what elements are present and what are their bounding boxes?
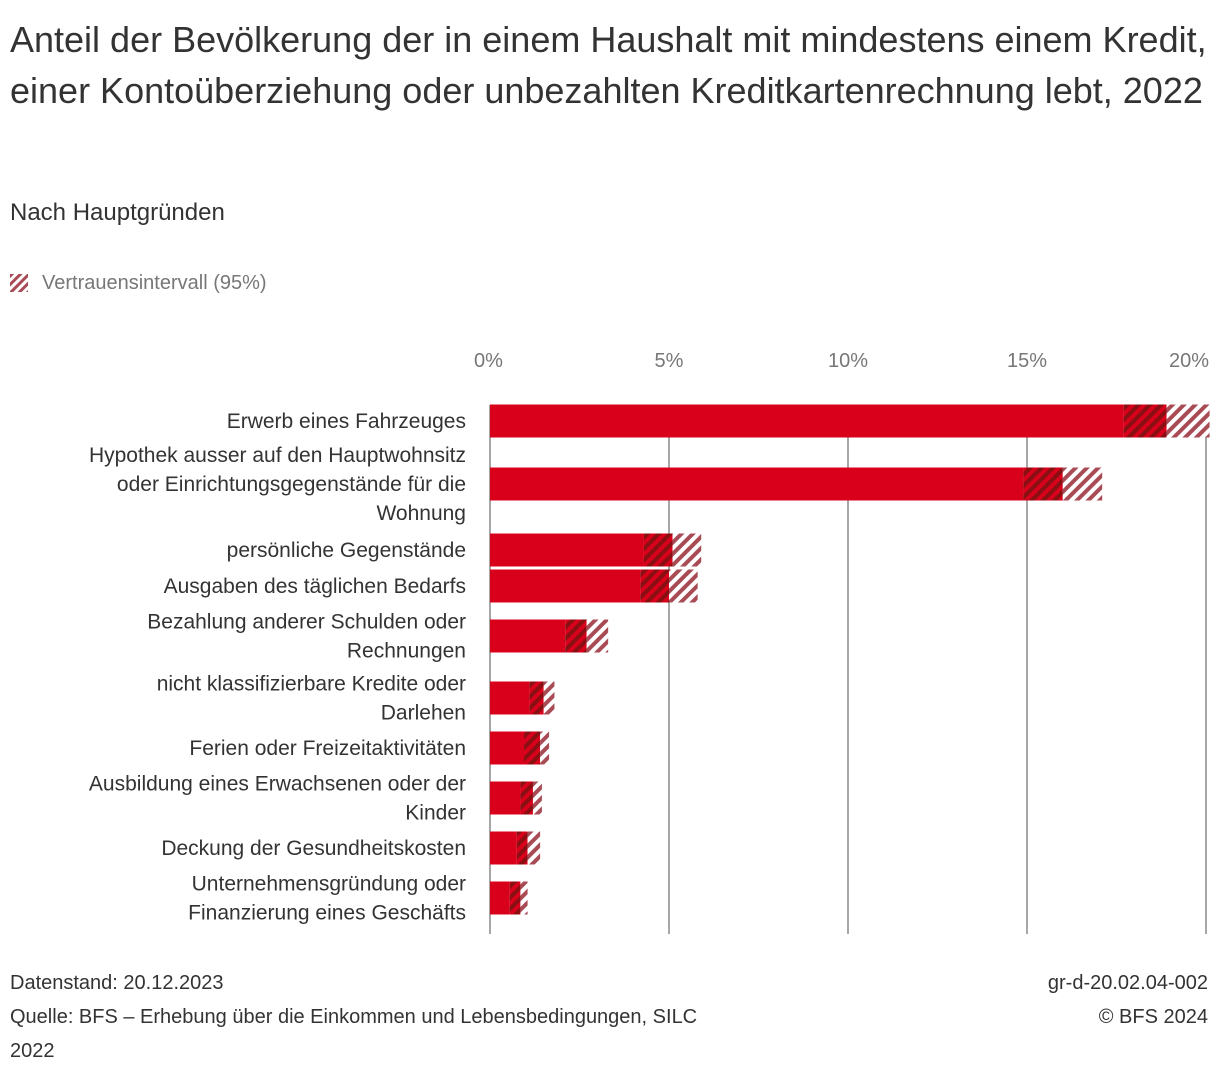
category-label: Unternehmensgründung oder [192, 873, 466, 896]
copyright: © BFS 2024 [1098, 1006, 1208, 1028]
confidence-interval-swatch-icon [10, 274, 28, 292]
ci-upper-segment [543, 681, 555, 715]
category-label: Kinder [405, 802, 466, 825]
category-label: Finanzierung eines Geschäfts [188, 902, 466, 925]
bar [490, 781, 521, 815]
ci-upper-segment [586, 619, 609, 653]
legend-label: Vertrauensintervall (95%) [42, 271, 267, 294]
bar [490, 467, 1024, 501]
footer-meta: gr-d-20.02.04-002 © BFS 2024 [1048, 966, 1208, 1034]
legend: Vertrauensintervall (95%) [10, 268, 267, 298]
ci-lower-segment [643, 533, 673, 567]
ci-upper-segment [540, 731, 550, 765]
ci-upper-segment [672, 533, 702, 567]
category-label: Erwerb eines Fahrzeuges [227, 410, 466, 433]
category-label: oder Einrichtungsgegenstände für die [117, 473, 466, 496]
ci-lower-segment [529, 681, 544, 715]
x-tick-label: 20% [1169, 350, 1209, 372]
ci-upper-segment [1166, 404, 1210, 438]
x-tick-label: 10% [828, 350, 868, 372]
category-label: nicht klassifizierbare Kredite oder [157, 673, 466, 696]
ci-lower-segment [509, 881, 521, 915]
category-labels: Erwerb eines Fahrzeuges Hypothek ausser a… [89, 410, 466, 925]
category-label: Wohnung [376, 502, 466, 525]
ci-lower-segment [520, 781, 533, 815]
x-axis-ticks: 0% 5% 10% 15% 20% [474, 350, 1209, 372]
ci-lower-segment [640, 569, 669, 603]
ci-lower-segment [1123, 404, 1167, 438]
ci-upper-segment [1062, 467, 1103, 501]
bar [490, 619, 566, 653]
category-label: Darlehen [381, 702, 466, 725]
chart-id: gr-d-20.02.04-002 [1047, 972, 1208, 994]
category-label: persönliche Gegenstände [227, 539, 466, 562]
category-label: Hypothek ausser auf den Hauptwohnsitz [89, 444, 466, 467]
ci-lower-segment [1023, 467, 1063, 501]
ci-lower-segment [516, 831, 528, 865]
x-tick-label: 5% [655, 350, 684, 372]
ci-upper-segment [520, 881, 528, 915]
bar [490, 404, 1124, 438]
data-status: Datenstand: 20.12.2023 [10, 972, 224, 994]
category-label: Bezahlung anderer Schulden oder [147, 611, 466, 634]
ci-upper-segment [669, 569, 698, 603]
ci-upper-segment [527, 831, 541, 865]
category-label: Ausgaben des täglichen Bedarfs [164, 575, 466, 598]
source-line-2: 2022 [10, 1040, 55, 1062]
bar [490, 533, 644, 567]
source-line-1: Quelle: BFS – Erhebung über die Einkomme… [10, 1006, 698, 1028]
bar [490, 831, 517, 865]
category-label: Ausbildung eines Erwachsenen oder der [89, 773, 466, 796]
ci-upper-segment [532, 781, 542, 815]
bars [490, 404, 1210, 915]
category-label: Ferien oder Freizeitaktivitäten [189, 737, 466, 760]
bar [490, 569, 641, 603]
chart-subtitle: Nach Hauptgründen [10, 199, 225, 226]
bar [490, 731, 525, 765]
ci-lower-segment [524, 731, 541, 765]
bar [490, 881, 510, 915]
footer-source: Datenstand: 20.12.2023 Quelle: BFS – Erh… [10, 966, 830, 1068]
bar [490, 681, 530, 715]
x-tick-label: 0% [474, 350, 503, 372]
ci-lower-segment [565, 619, 587, 653]
category-label: Rechnungen [347, 640, 466, 663]
bar-chart: 0% 5% 10% 15% 20% Erwerb eines Fahrzeuges Hyp… [89, 350, 1210, 934]
chart-title: Anteil der Bevölkerung der in einem Haus… [10, 19, 1207, 111]
x-tick-label: 15% [1007, 350, 1047, 372]
category-label: Deckung der Gesundheitskosten [161, 837, 466, 860]
